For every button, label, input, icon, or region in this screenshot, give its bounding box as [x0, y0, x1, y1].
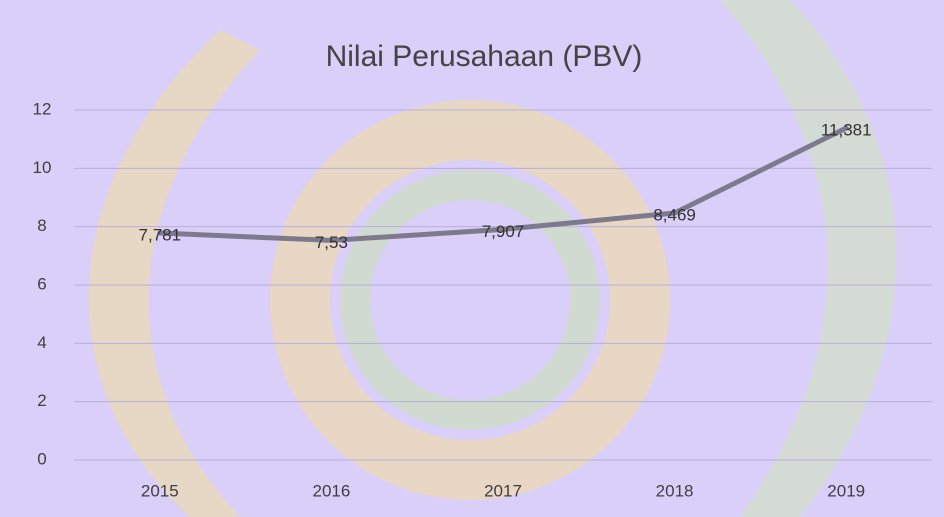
chart: Nilai Perusahaan (PBV) 0 2 4 6 8 10 12 2015 2016… — [0, 0, 944, 517]
data-label: 11,381 — [821, 121, 872, 140]
y-tick-label: 4 — [37, 333, 46, 352]
y-tick-label: 8 — [37, 216, 46, 235]
x-tick-label: 2018 — [656, 481, 694, 500]
x-tick-label: 2017 — [484, 481, 522, 500]
y-tick-label: 12 — [33, 99, 52, 118]
x-tick-label: 2019 — [827, 481, 865, 500]
y-tick-label: 10 — [33, 158, 52, 177]
data-label: 7,781 — [139, 226, 182, 245]
chart-title: Nilai Perusahaan (PBV) — [326, 40, 643, 73]
x-tick-label: 2015 — [141, 481, 179, 500]
y-tick-label: 6 — [37, 274, 46, 293]
data-label: 7,907 — [482, 222, 525, 241]
y-tick-label: 2 — [37, 391, 46, 410]
data-label: 7,53 — [315, 233, 348, 252]
y-tick-label: 0 — [37, 449, 46, 468]
data-label: 8,469 — [653, 205, 696, 224]
x-tick-label: 2016 — [312, 481, 350, 500]
